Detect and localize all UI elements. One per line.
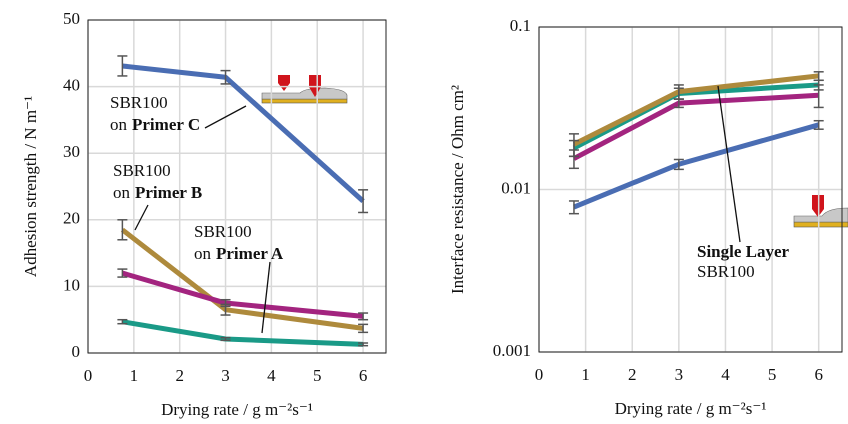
y-tick-label: 0.1 <box>510 16 531 35</box>
coating-icon <box>261 75 348 104</box>
y-tick-label: 40 <box>63 76 80 95</box>
y-tick-label: 20 <box>63 209 80 228</box>
x-tick-label: 6 <box>359 366 368 385</box>
error-bar <box>117 219 128 241</box>
x-tick-label: 4 <box>267 366 276 385</box>
y-axis-label: Adhesion strength / N m⁻¹ <box>21 96 40 277</box>
annotation-text: SBR100 <box>697 262 755 281</box>
annotation-text: on Primer A <box>194 244 284 263</box>
error-bar <box>813 71 824 82</box>
error-bar <box>220 336 231 342</box>
annotation-bold: Primer C <box>132 115 200 134</box>
error-bar <box>358 323 369 334</box>
x-tick-label: 1 <box>581 365 590 384</box>
error-bar <box>220 69 231 85</box>
x-tick-label: 6 <box>814 365 823 384</box>
error-bar <box>220 298 231 308</box>
x-tick-label: 5 <box>768 365 777 384</box>
x-tick-label: 0 <box>535 365 544 384</box>
y-tick-label: 0 <box>72 342 81 361</box>
y-axis-label: Interface resistance / Ohm cm² <box>448 85 467 294</box>
error-bar <box>117 55 128 77</box>
error-bar <box>568 200 579 215</box>
y-tick-label: 30 <box>63 142 80 161</box>
annotation-prefix: on <box>110 115 128 134</box>
annotation-arrow <box>261 261 271 334</box>
error-bar <box>117 318 128 325</box>
annotation-bold: Single Layer <box>697 242 790 261</box>
y-tick-label: 50 <box>63 9 80 28</box>
error-bar <box>673 84 684 100</box>
x-axis-label: Drying rate / g m⁻²s⁻¹ <box>161 400 313 419</box>
x-tick-label: 3 <box>221 366 230 385</box>
error-bar <box>568 133 579 158</box>
x-axis-label: Drying rate / g m⁻²s⁻¹ <box>615 399 767 418</box>
y-tick-label: 10 <box>63 275 80 294</box>
error-bar <box>358 342 369 347</box>
annotation-arrow <box>134 204 149 231</box>
annotation-prefix: on <box>113 183 131 202</box>
x-tick-label: 5 <box>313 366 322 385</box>
annotation-arrow <box>204 105 247 129</box>
annotation-bold: Primer A <box>216 244 284 263</box>
x-tick-label: 1 <box>130 366 139 385</box>
x-tick-label: 0 <box>84 366 93 385</box>
annotation-prefix: on <box>194 244 212 263</box>
annotation-text: SBR100 <box>194 222 252 241</box>
annotation-text: SBR100 <box>110 93 168 112</box>
plot-frame <box>538 26 843 353</box>
coating-icon <box>793 195 848 228</box>
x-tick-label: 4 <box>721 365 730 384</box>
x-tick-label: 2 <box>175 366 184 385</box>
error-bar <box>813 119 824 130</box>
error-bar <box>358 312 369 321</box>
annotation-arrow <box>717 85 741 243</box>
annotation-bold: Primer B <box>135 183 202 202</box>
plot-frame <box>87 19 387 354</box>
x-tick-label: 3 <box>675 365 684 384</box>
error-bar <box>358 189 369 214</box>
annotation-text: on Primer C <box>110 115 200 134</box>
x-tick-label: 2 <box>628 365 637 384</box>
error-bar <box>673 158 684 171</box>
y-tick-label: 0.01 <box>501 178 531 197</box>
error-bar <box>117 268 128 278</box>
annotation-text: SBR100 <box>113 161 171 180</box>
annotation-text: on Primer B <box>113 183 202 202</box>
y-tick-label: 0.001 <box>493 341 531 360</box>
